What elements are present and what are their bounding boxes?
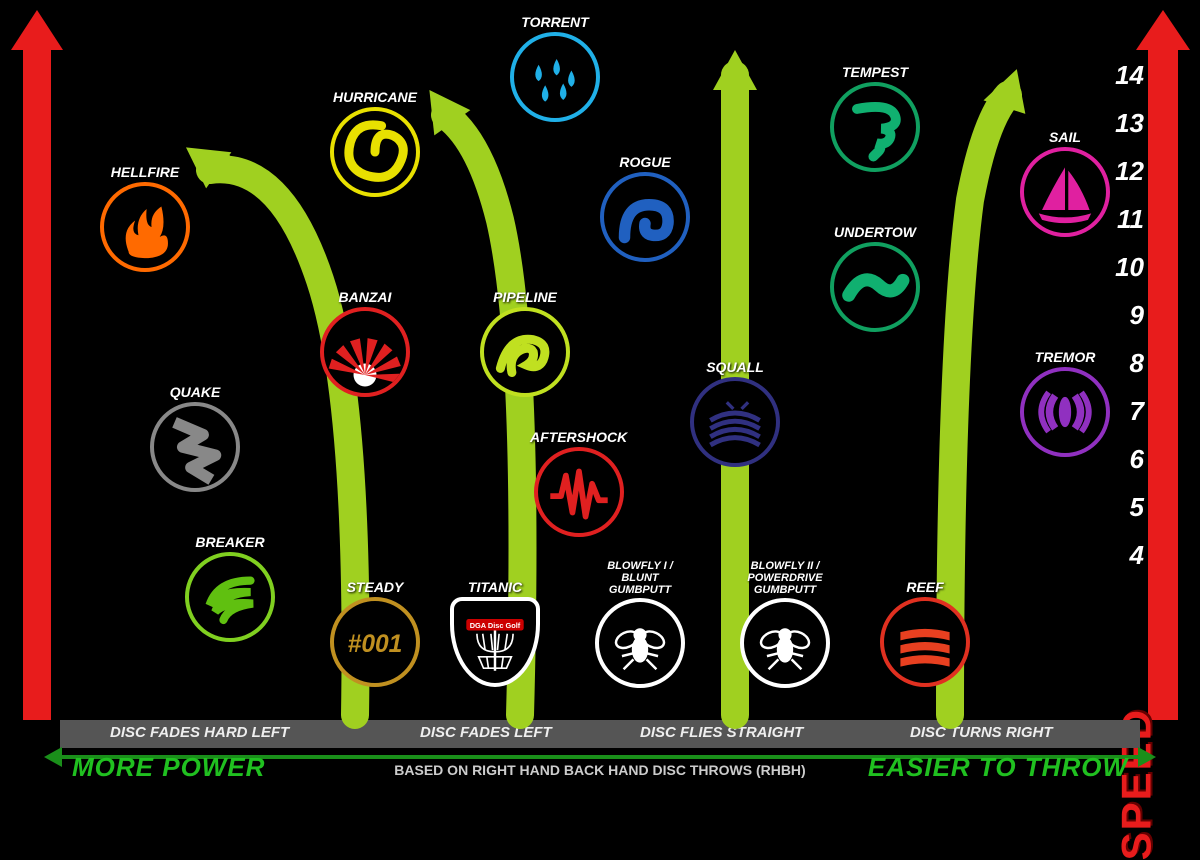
disc-quake: QUAKE [150,385,240,492]
disc-aftershock: AFTERSHOCK [530,430,627,537]
disc-torrent: TORRENT [510,15,600,122]
disc-label: TEMPEST [842,65,908,80]
disc-pipeline: PIPELINE [480,290,570,397]
disc-label: AFTERSHOCK [530,430,627,445]
svg-text:#001: #001 [348,631,403,658]
disc-squall: SQUALL [690,360,780,467]
disc-icon [330,107,420,197]
disc-icon [600,172,690,262]
disc-icon [690,377,780,467]
disc-undertow: UNDERTOW [830,225,920,332]
disc-label: TREMOR [1035,350,1096,365]
disc-label: REEF [906,580,943,595]
disc-sail: SAIL [1020,130,1110,237]
disc-steady: STEADY #001 [330,580,420,687]
disc-blowfly: BLOWFLY II / POWERDRIVE GUMBPUTT [740,560,830,688]
disc-icon [185,552,275,642]
disc-icon [830,82,920,172]
disc-label: SQUALL [706,360,764,375]
disc-icon [100,182,190,272]
disc-icon [480,307,570,397]
disc-icon [510,32,600,122]
disc-icon [320,307,410,397]
disc-label: TITANIC [468,580,522,595]
disc-label: STEADY [347,580,404,595]
disc-label: BLOWFLY II / POWERDRIVE GUMBPUTT [747,560,822,596]
disc-label: BANZAI [339,290,392,305]
disc-label: HELLFIRE [111,165,179,180]
disc-label: TORRENT [521,15,588,30]
disc-icon: DGA Disc Golf [450,597,540,687]
disc-icon [150,402,240,492]
disc-tempest: TEMPEST [830,65,920,172]
disc-icon [740,598,830,688]
disc-label: HURRICANE [333,90,417,105]
disc-icon: #001 [330,597,420,687]
disc-icon [595,598,685,688]
disc-breaker: BREAKER [185,535,275,642]
disc-label: ROGUE [619,155,670,170]
disc-label: SAIL [1049,130,1081,145]
disc-icon [880,597,970,687]
disc-label: PIPELINE [493,290,557,305]
disc-icon [830,242,920,332]
svg-text:DGA Disc Golf: DGA Disc Golf [470,621,521,630]
disc-reef: REEF [880,580,970,687]
disc-titanic: TITANIC DGA Disc Golf [450,580,540,687]
disc-label: UNDERTOW [834,225,916,240]
disc-label: BLOWFLY I / BLUNT GUMBPUTT [607,560,673,596]
disc-icon [1020,147,1110,237]
disc-icon [534,447,624,537]
disc-hurricane: HURRICANE [330,90,420,197]
disc-label: BREAKER [195,535,264,550]
disc-blowfly: BLOWFLY I / BLUNT GUMBPUTT [595,560,685,688]
disc-rogue: ROGUE [600,155,690,262]
disc-icon [1020,367,1110,457]
disc-label: QUAKE [170,385,221,400]
disc-tremor: TREMOR [1020,350,1110,457]
disc-hellfire: HELLFIRE [100,165,190,272]
disc-banzai: BANZAI [320,290,410,397]
